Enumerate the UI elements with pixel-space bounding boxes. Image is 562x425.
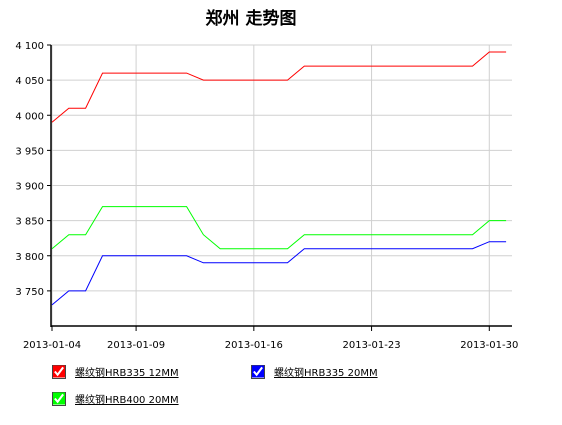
checkbox-checked-icon[interactable] [52,391,66,406]
grid [51,44,512,326]
y-tick-label: 3 950 [15,146,44,157]
x-tick-label: 2013-01-23 [342,340,400,351]
checkbox-checked-icon[interactable] [251,364,265,379]
legend-item-series-2[interactable]: 螺纹钢HRB335 20MM [251,364,378,379]
x-tick-label: 2013-01-04 [23,340,81,351]
y-tick-label: 4 050 [15,76,44,87]
series-line-3 [51,206,507,250]
x-axis-ticks: 2013-01-04 2013-01-09 2013-01-16 2013-01-23… [23,326,518,351]
y-axis-ticks: 3 750 3 800 3 850 3 900 3 950 4 000 4 050 4 100 [15,41,51,298]
chart-title: 郑州 走势图 [206,8,297,29]
series-line-2 [51,241,507,306]
y-tick-label: 4 000 [15,111,44,122]
y-tick-label: 3 900 [15,182,44,193]
legend-label[interactable]: 螺纹钢HRB335 12MM [75,368,179,379]
x-tick-label: 2013-01-16 [225,340,283,351]
x-tick-label: 2013-01-30 [460,340,518,351]
checkbox-checked-icon[interactable] [52,364,66,379]
y-tick-label: 4 100 [15,41,44,52]
x-tick-label: 2013-01-09 [107,340,165,351]
y-tick-label: 3 850 [15,217,44,228]
legend-item-series-1[interactable]: 螺纹钢HRB335 12MM [52,364,179,379]
legend-label[interactable]: 螺纹钢HRB335 20MM [274,368,378,379]
series-lines [51,51,507,306]
y-tick-label: 3 750 [15,287,44,298]
y-tick-label: 3 800 [15,252,44,263]
legend-item-series-3[interactable]: 螺纹钢HRB400 20MM [52,391,179,406]
legend-label[interactable]: 螺纹钢HRB400 20MM [75,395,179,406]
series-line-1 [51,51,507,123]
